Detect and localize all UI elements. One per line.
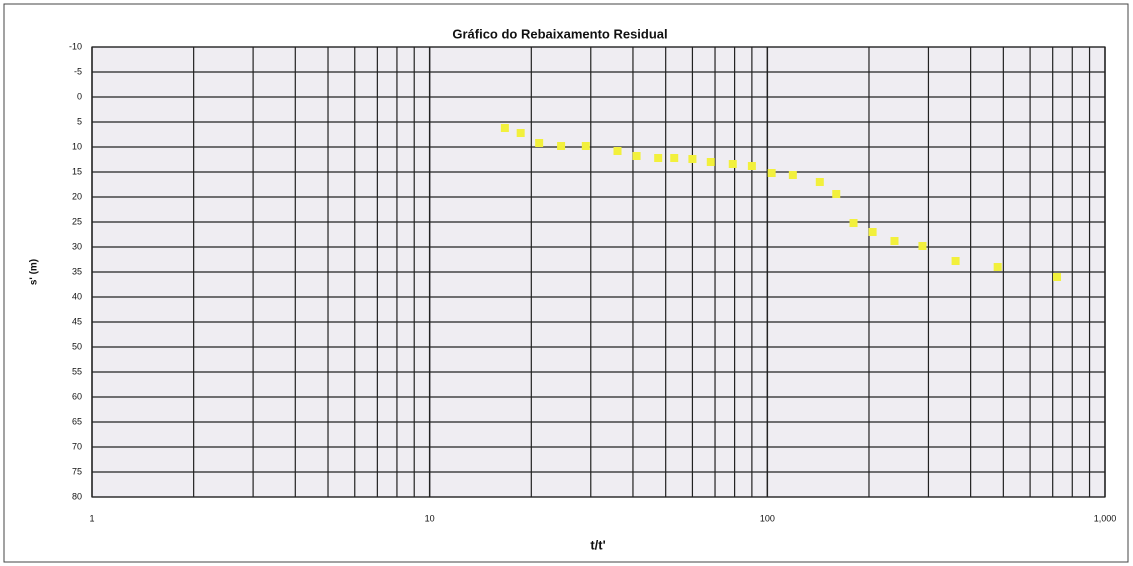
marker	[868, 228, 877, 236]
marker	[993, 263, 1002, 271]
y-tick-label: 20	[72, 191, 82, 201]
marker	[535, 139, 544, 147]
marker	[706, 158, 715, 166]
marker	[788, 171, 797, 179]
marker	[1053, 273, 1062, 281]
marker	[516, 129, 525, 137]
marker	[815, 178, 824, 186]
marker	[557, 142, 566, 150]
y-tick-label: -10	[69, 41, 82, 51]
plot-border	[91, 46, 1106, 498]
x-tick-label: 1,000	[1094, 513, 1117, 523]
marker	[670, 154, 679, 162]
y-tick-label: 5	[77, 116, 82, 126]
y-tick-label: 60	[72, 391, 82, 401]
y-tick-label: 30	[72, 241, 82, 251]
x-tick-label: 10	[425, 513, 435, 523]
y-tick-label: 70	[72, 441, 82, 451]
marker	[654, 154, 663, 162]
x-tick-label: 1	[89, 513, 94, 523]
x-tick-label: 100	[760, 513, 775, 523]
marker	[581, 142, 590, 150]
marker	[688, 155, 697, 163]
marker	[728, 160, 737, 168]
y-tick-label: 40	[72, 291, 82, 301]
marker	[500, 124, 509, 132]
marker	[918, 242, 927, 250]
marker	[951, 257, 960, 265]
marker	[747, 162, 756, 170]
y-tick-label: 10	[72, 141, 82, 151]
marker	[849, 219, 858, 227]
y-tick-label: -5	[74, 66, 82, 76]
y-tick-label: 50	[72, 341, 82, 351]
y-tick-label: 25	[72, 216, 82, 226]
x-axis-label: t/t'	[590, 537, 605, 552]
marker	[632, 152, 641, 160]
marker	[613, 147, 622, 155]
marker	[890, 237, 899, 245]
marker	[767, 169, 776, 177]
chart-title: Gráfico do Rebaixamento Residual	[452, 26, 667, 41]
y-tick-label: 15	[72, 166, 82, 176]
y-tick-label: 0	[77, 91, 82, 101]
y-tick-label: 35	[72, 266, 82, 276]
y-tick-label: 80	[72, 491, 82, 501]
marker	[832, 190, 841, 198]
y-tick-label: 65	[72, 416, 82, 426]
y-tick-label: 75	[72, 466, 82, 476]
y-tick-label: 45	[72, 316, 82, 326]
y-axis-label: s' (m)	[29, 259, 40, 285]
y-tick-label: 55	[72, 366, 82, 376]
